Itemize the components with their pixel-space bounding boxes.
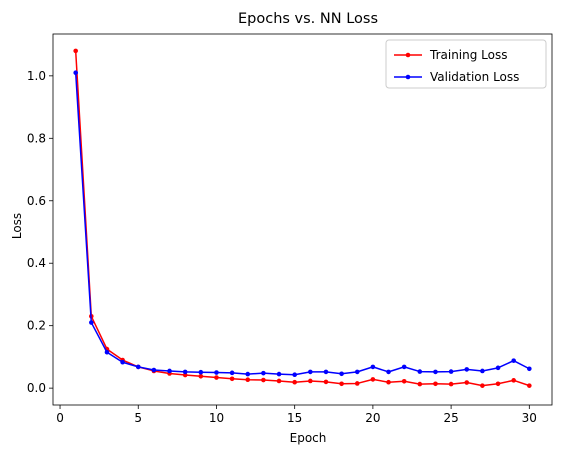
training-loss-point bbox=[464, 380, 470, 385]
training-loss-line bbox=[74, 50, 530, 387]
training-loss-point bbox=[229, 376, 235, 382]
y-tick-label: 1.0 bbox=[27, 69, 46, 83]
x-tick-label: 15 bbox=[287, 411, 302, 425]
y-axis-label: Loss bbox=[10, 213, 24, 239]
training-loss-point bbox=[323, 379, 329, 385]
validation-loss-point bbox=[261, 370, 266, 376]
validation-loss-legend-label: Validation Loss bbox=[430, 70, 519, 84]
training-loss-point bbox=[292, 379, 297, 385]
chart-title: Epochs vs. NN Loss bbox=[238, 11, 378, 27]
training-loss-point bbox=[386, 379, 391, 385]
validation-loss-point bbox=[198, 369, 204, 375]
validation-loss-point bbox=[464, 367, 470, 372]
y-tick-label: 0.8 bbox=[27, 131, 46, 145]
validation-loss-point bbox=[135, 364, 141, 370]
y-tick-label: 0.4 bbox=[27, 256, 46, 270]
training-loss-point bbox=[245, 377, 251, 383]
training-loss-legend-label: Training Loss bbox=[429, 48, 507, 62]
training-loss-legend-marker bbox=[405, 52, 411, 58]
validation-loss-point bbox=[339, 371, 344, 377]
validation-loss-legend-marker bbox=[405, 74, 411, 80]
training-loss-point bbox=[198, 373, 204, 379]
validation-loss-point bbox=[104, 349, 110, 355]
validation-loss-point bbox=[511, 358, 516, 363]
training-loss-point bbox=[448, 381, 454, 387]
x-tick-label: 5 bbox=[134, 411, 142, 425]
validation-loss-point bbox=[480, 368, 485, 374]
y-tick-label: 0.6 bbox=[27, 194, 46, 208]
validation-loss-point bbox=[73, 70, 78, 76]
x-tick-label: 30 bbox=[522, 411, 537, 425]
validation-loss-point bbox=[433, 369, 438, 375]
plot-frame bbox=[52, 33, 553, 406]
validation-loss-point bbox=[182, 369, 188, 375]
validation-loss-point bbox=[495, 365, 501, 371]
x-tick-label: 10 bbox=[209, 411, 224, 425]
training-loss-point bbox=[433, 381, 438, 387]
validation-loss-point bbox=[120, 359, 125, 365]
x-tick-label: 20 bbox=[365, 411, 380, 425]
x-axis-label: Epoch bbox=[290, 431, 327, 445]
validation-loss-point bbox=[229, 370, 235, 376]
validation-loss-point bbox=[386, 369, 391, 375]
training-loss-point bbox=[354, 381, 360, 386]
training-loss-point bbox=[276, 378, 282, 384]
training-loss-point bbox=[73, 48, 78, 54]
validation-loss-point bbox=[89, 320, 94, 325]
training-loss-point bbox=[480, 383, 485, 388]
training-loss-point bbox=[527, 383, 532, 388]
validation-loss-line bbox=[74, 72, 530, 376]
training-loss-point bbox=[370, 377, 376, 382]
training-loss-point bbox=[417, 381, 423, 387]
y-tick-label: 0.0 bbox=[27, 381, 46, 395]
plot-area: 0 5 10 15 20 25 30 0.0 0.2 0.4 0.6 0.8 1.0 bbox=[27, 33, 553, 425]
training-loss-point bbox=[495, 381, 501, 387]
validation-loss-point bbox=[354, 369, 360, 375]
validation-loss-point bbox=[151, 367, 157, 373]
validation-loss-point bbox=[527, 366, 532, 372]
validation-loss-point bbox=[370, 364, 376, 370]
validation-loss-point bbox=[245, 371, 251, 377]
x-tick-label: 0 bbox=[56, 411, 64, 425]
training-loss-point bbox=[308, 378, 313, 384]
training-loss-point bbox=[261, 377, 266, 383]
training-loss-point bbox=[511, 378, 516, 383]
training-loss-point bbox=[214, 375, 219, 380]
validation-loss-point bbox=[214, 370, 219, 375]
validation-loss-point bbox=[167, 368, 172, 374]
legend-box bbox=[385, 39, 547, 89]
validation-loss-point bbox=[276, 371, 282, 377]
validation-loss-point bbox=[417, 369, 423, 374]
y-tick-label: 0.2 bbox=[27, 319, 46, 333]
x-tick-label: 25 bbox=[443, 411, 458, 425]
training-loss-point bbox=[401, 378, 407, 384]
validation-loss-point bbox=[448, 369, 454, 374]
validation-loss-point bbox=[308, 369, 313, 375]
validation-loss-point bbox=[292, 372, 297, 378]
legend: Training Loss Validation Loss bbox=[385, 39, 547, 89]
training-loss-point bbox=[339, 381, 344, 387]
validation-loss-point bbox=[401, 364, 407, 370]
validation-loss-point bbox=[323, 369, 329, 375]
